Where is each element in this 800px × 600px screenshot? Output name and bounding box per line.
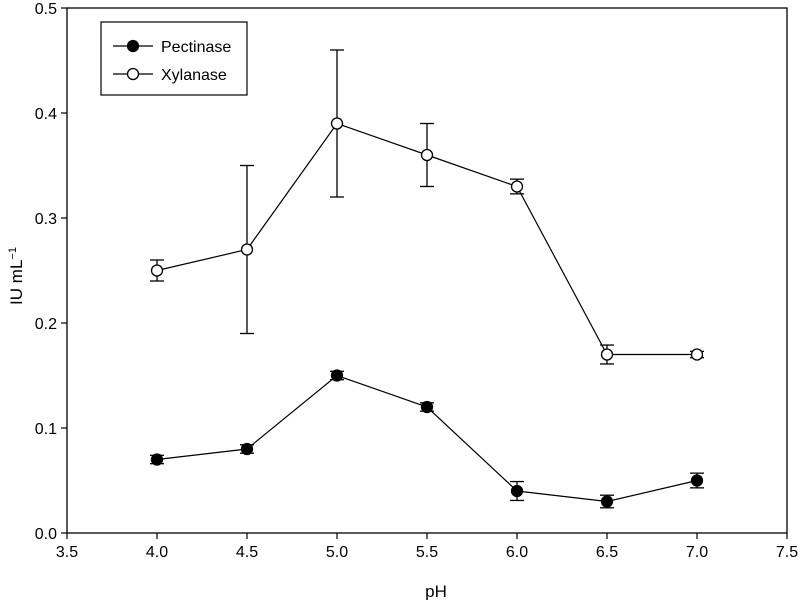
pectinase-data-point <box>600 495 614 508</box>
y-tick-label: 0.3 <box>35 211 57 228</box>
y-tick-label: 0.0 <box>35 526 57 543</box>
pectinase-data-point <box>150 453 164 466</box>
legend-item-pectinase: Pectinase <box>113 39 231 56</box>
xylanase-data-point <box>600 348 614 361</box>
x-tick-label: 4.5 <box>236 544 258 561</box>
xylanase-data-point <box>420 148 434 162</box>
pectinase-data-point <box>420 400 434 414</box>
y-axis-label-superscript: −1 <box>7 247 19 260</box>
y-axis-label-text: IU mL <box>7 260 26 305</box>
x-tick-label: 6.5 <box>596 544 618 561</box>
ticks-layer: 3.5 4.0 4.5 5.0 5.5 6.0 6.5 7.0 7.5 0.0 0.1 0.2 0.3 0… <box>35 1 798 561</box>
y-tick-label: 0.5 <box>35 1 57 18</box>
legend-marker-pectinase <box>126 39 140 53</box>
x-tick-label: 6.0 <box>506 544 528 561</box>
xylanase-data-point <box>150 264 164 277</box>
x-axis-label: pH <box>425 582 447 600</box>
x-tick-label: 7.5 <box>776 544 798 561</box>
x-tick-label: 3.5 <box>56 544 78 561</box>
xylanase-data-point <box>690 348 704 361</box>
pectinase-data-point <box>690 474 704 487</box>
pectinase-data-point <box>510 484 524 498</box>
pectinase-data-point <box>330 369 344 382</box>
legend-marker-xylanase <box>126 67 140 81</box>
legend: Pectinase Xylanase <box>100 21 248 96</box>
x-tick-label: 5.0 <box>326 544 348 561</box>
errorbars-layer <box>150 49 704 509</box>
xylanase-data-point <box>510 180 524 193</box>
y-tick-label: 0.4 <box>35 106 57 123</box>
x-tick-label: 7.0 <box>686 544 708 561</box>
legend-label-xylanase: Xylanase <box>161 67 227 84</box>
x-tick-label: 4.0 <box>146 544 168 561</box>
legend-item-xylanase: Xylanase <box>113 67 227 84</box>
legend-label-pectinase: Pectinase <box>161 39 231 56</box>
legend-box <box>100 21 248 96</box>
y-tick-label: 0.2 <box>35 316 57 333</box>
y-tick-label: 0.1 <box>35 421 57 438</box>
y-axis-label: IU mL−1 <box>7 247 26 305</box>
pectinase-data-point <box>240 442 254 456</box>
xylanase-data-point <box>330 117 344 130</box>
xylanase-data-point <box>240 243 254 256</box>
x-tick-label: 5.5 <box>416 544 438 561</box>
data-points-layer <box>150 117 704 508</box>
pectinase-series-line <box>156 374 698 503</box>
